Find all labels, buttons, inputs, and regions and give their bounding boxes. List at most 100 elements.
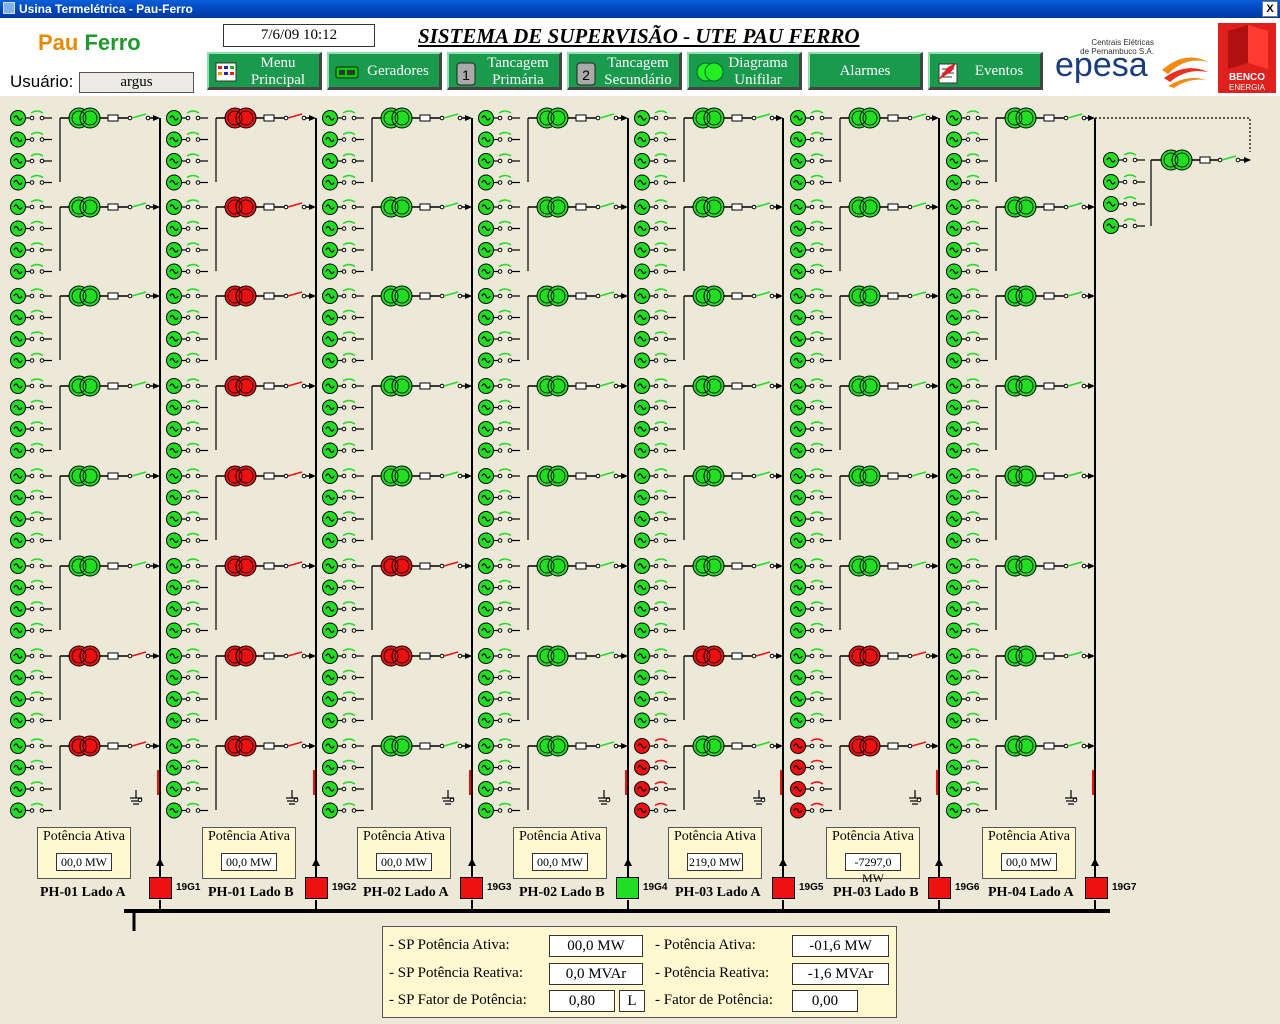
- transformer-icon: [380, 645, 413, 667]
- nav-button-menu[interactable]: Menu Principal: [207, 52, 322, 90]
- nav-button-geradores[interactable]: Geradores: [327, 52, 442, 90]
- nav-button-alarmes[interactable]: Alarmes: [808, 52, 923, 90]
- generator-icon: [322, 532, 364, 549]
- generator-icon: [10, 378, 52, 394]
- generator-icon: [10, 263, 52, 280]
- generator-icon: [322, 622, 364, 639]
- breaker-small-icon: [263, 562, 275, 570]
- breaker-small-icon: [419, 114, 431, 122]
- arrow-icon: [776, 653, 783, 659]
- generator-icon: [946, 648, 988, 664]
- potencia-ativa-value: -01,6 MW: [792, 935, 889, 957]
- svg-text:1: 1: [462, 67, 470, 83]
- generator-icon: [322, 601, 364, 617]
- arrow-icon: [309, 653, 316, 659]
- generator-icon: [634, 759, 676, 776]
- svg-text:2: 2: [582, 67, 590, 83]
- arrow-icon: [465, 204, 472, 210]
- benco-line2: ENERGIA: [1228, 83, 1265, 92]
- generator-icon: [946, 153, 988, 169]
- generator-icon: [634, 399, 676, 416]
- generator-icon: [322, 309, 364, 326]
- breaker-small-icon: [731, 472, 743, 480]
- breaker-19g2[interactable]: [305, 877, 328, 899]
- generator-icon: [322, 288, 364, 304]
- breaker-small-icon: [263, 203, 275, 211]
- transformer-icon: [1004, 196, 1037, 218]
- breaker-19g3[interactable]: [460, 877, 483, 899]
- transformer-icon: [536, 555, 569, 577]
- arrow-icon: [465, 743, 472, 749]
- generator-icon: [478, 174, 520, 191]
- nav-button-tancagem1[interactable]: 1 Tancagem Primária: [447, 52, 562, 90]
- events-icon: [936, 61, 958, 84]
- breaker-19g1[interactable]: [149, 877, 172, 899]
- diagram-column: [946, 107, 1099, 878]
- generator-icon: [790, 712, 832, 729]
- generator-icon: [10, 738, 52, 754]
- generator-icon: [10, 579, 52, 596]
- breaker-small-icon: [887, 203, 899, 211]
- breaker-19g5[interactable]: [772, 877, 795, 899]
- generator-icon: [478, 558, 520, 574]
- transformer-icon: [1004, 645, 1037, 667]
- breaker-small-icon: [419, 742, 431, 750]
- generator-icon: [634, 468, 676, 484]
- breaker-small-icon: [107, 382, 119, 390]
- sp-potencia-ativa-field[interactable]: 00,0 MW: [549, 935, 643, 957]
- nav-button-tancagem2[interactable]: 2 Tancagem Secundário: [567, 52, 682, 90]
- generator-icon: [478, 579, 520, 596]
- generator-icon: [634, 309, 676, 326]
- power-value: 00,0 MW: [1001, 853, 1057, 871]
- sp-fator-mode-field[interactable]: L: [619, 990, 645, 1012]
- generator-icon: [634, 781, 676, 797]
- generator-icon: [790, 199, 832, 215]
- breaker-small-icon: [107, 472, 119, 480]
- generator-icon: [10, 558, 52, 574]
- brand-logo: Pau Ferro: [38, 30, 141, 56]
- transformer-icon: [536, 107, 569, 129]
- nav-button-diagrama[interactable]: Diagrama Unifilar: [687, 52, 802, 90]
- generator-icon: [790, 781, 832, 797]
- generator-icon: [10, 691, 52, 707]
- sp-fator-field[interactable]: 0,80: [549, 990, 615, 1012]
- breaker-19g4[interactable]: [616, 877, 639, 899]
- generator-icon: [322, 781, 364, 797]
- generator-icon: [478, 691, 520, 707]
- generator-icon: [790, 399, 832, 416]
- nav-button-eventos[interactable]: Eventos: [928, 52, 1043, 90]
- breaker-19g6[interactable]: [928, 877, 951, 899]
- generator-icon: [946, 263, 988, 280]
- generator-icon: [166, 622, 208, 639]
- diagram-column: [478, 107, 632, 878]
- breaker-19g7[interactable]: [1085, 877, 1108, 899]
- generator-icon: [322, 442, 364, 459]
- transformer-icon: [695, 61, 724, 83]
- generator-icon: [790, 579, 832, 596]
- breaker-small-icon: [1199, 156, 1211, 164]
- close-button[interactable]: X: [1262, 1, 1278, 17]
- sp-potencia-reativa-field[interactable]: 0,0 MVAr: [549, 963, 643, 985]
- generator-icon: [946, 489, 988, 506]
- generator-icon: [10, 622, 52, 639]
- nav-button-label: Menu Principal: [241, 55, 315, 89]
- sp-potencia-ativa-label: - SP Potência Ativa:: [389, 937, 510, 953]
- generator-icon: [946, 378, 988, 394]
- breaker-small-icon: [419, 562, 431, 570]
- transformer-icon: [692, 107, 725, 129]
- arrow-icon: [1244, 157, 1251, 163]
- transformer-icon: [224, 645, 257, 667]
- generator-icon: [790, 331, 832, 347]
- generator-icon: [322, 738, 364, 754]
- breaker-label: 19G2: [332, 882, 357, 893]
- user-field[interactable]: argus: [79, 72, 194, 93]
- breaker-small-icon: [731, 203, 743, 211]
- arrow-icon: [153, 563, 160, 569]
- generator-icon: [946, 601, 988, 617]
- arrow-icon: [465, 473, 472, 479]
- generator-icon: [790, 691, 832, 707]
- generator-icon: [790, 309, 832, 326]
- generator-icon: [790, 131, 832, 148]
- generator-icon: [946, 759, 988, 776]
- nav-label-line1: Eventos: [974, 63, 1024, 79]
